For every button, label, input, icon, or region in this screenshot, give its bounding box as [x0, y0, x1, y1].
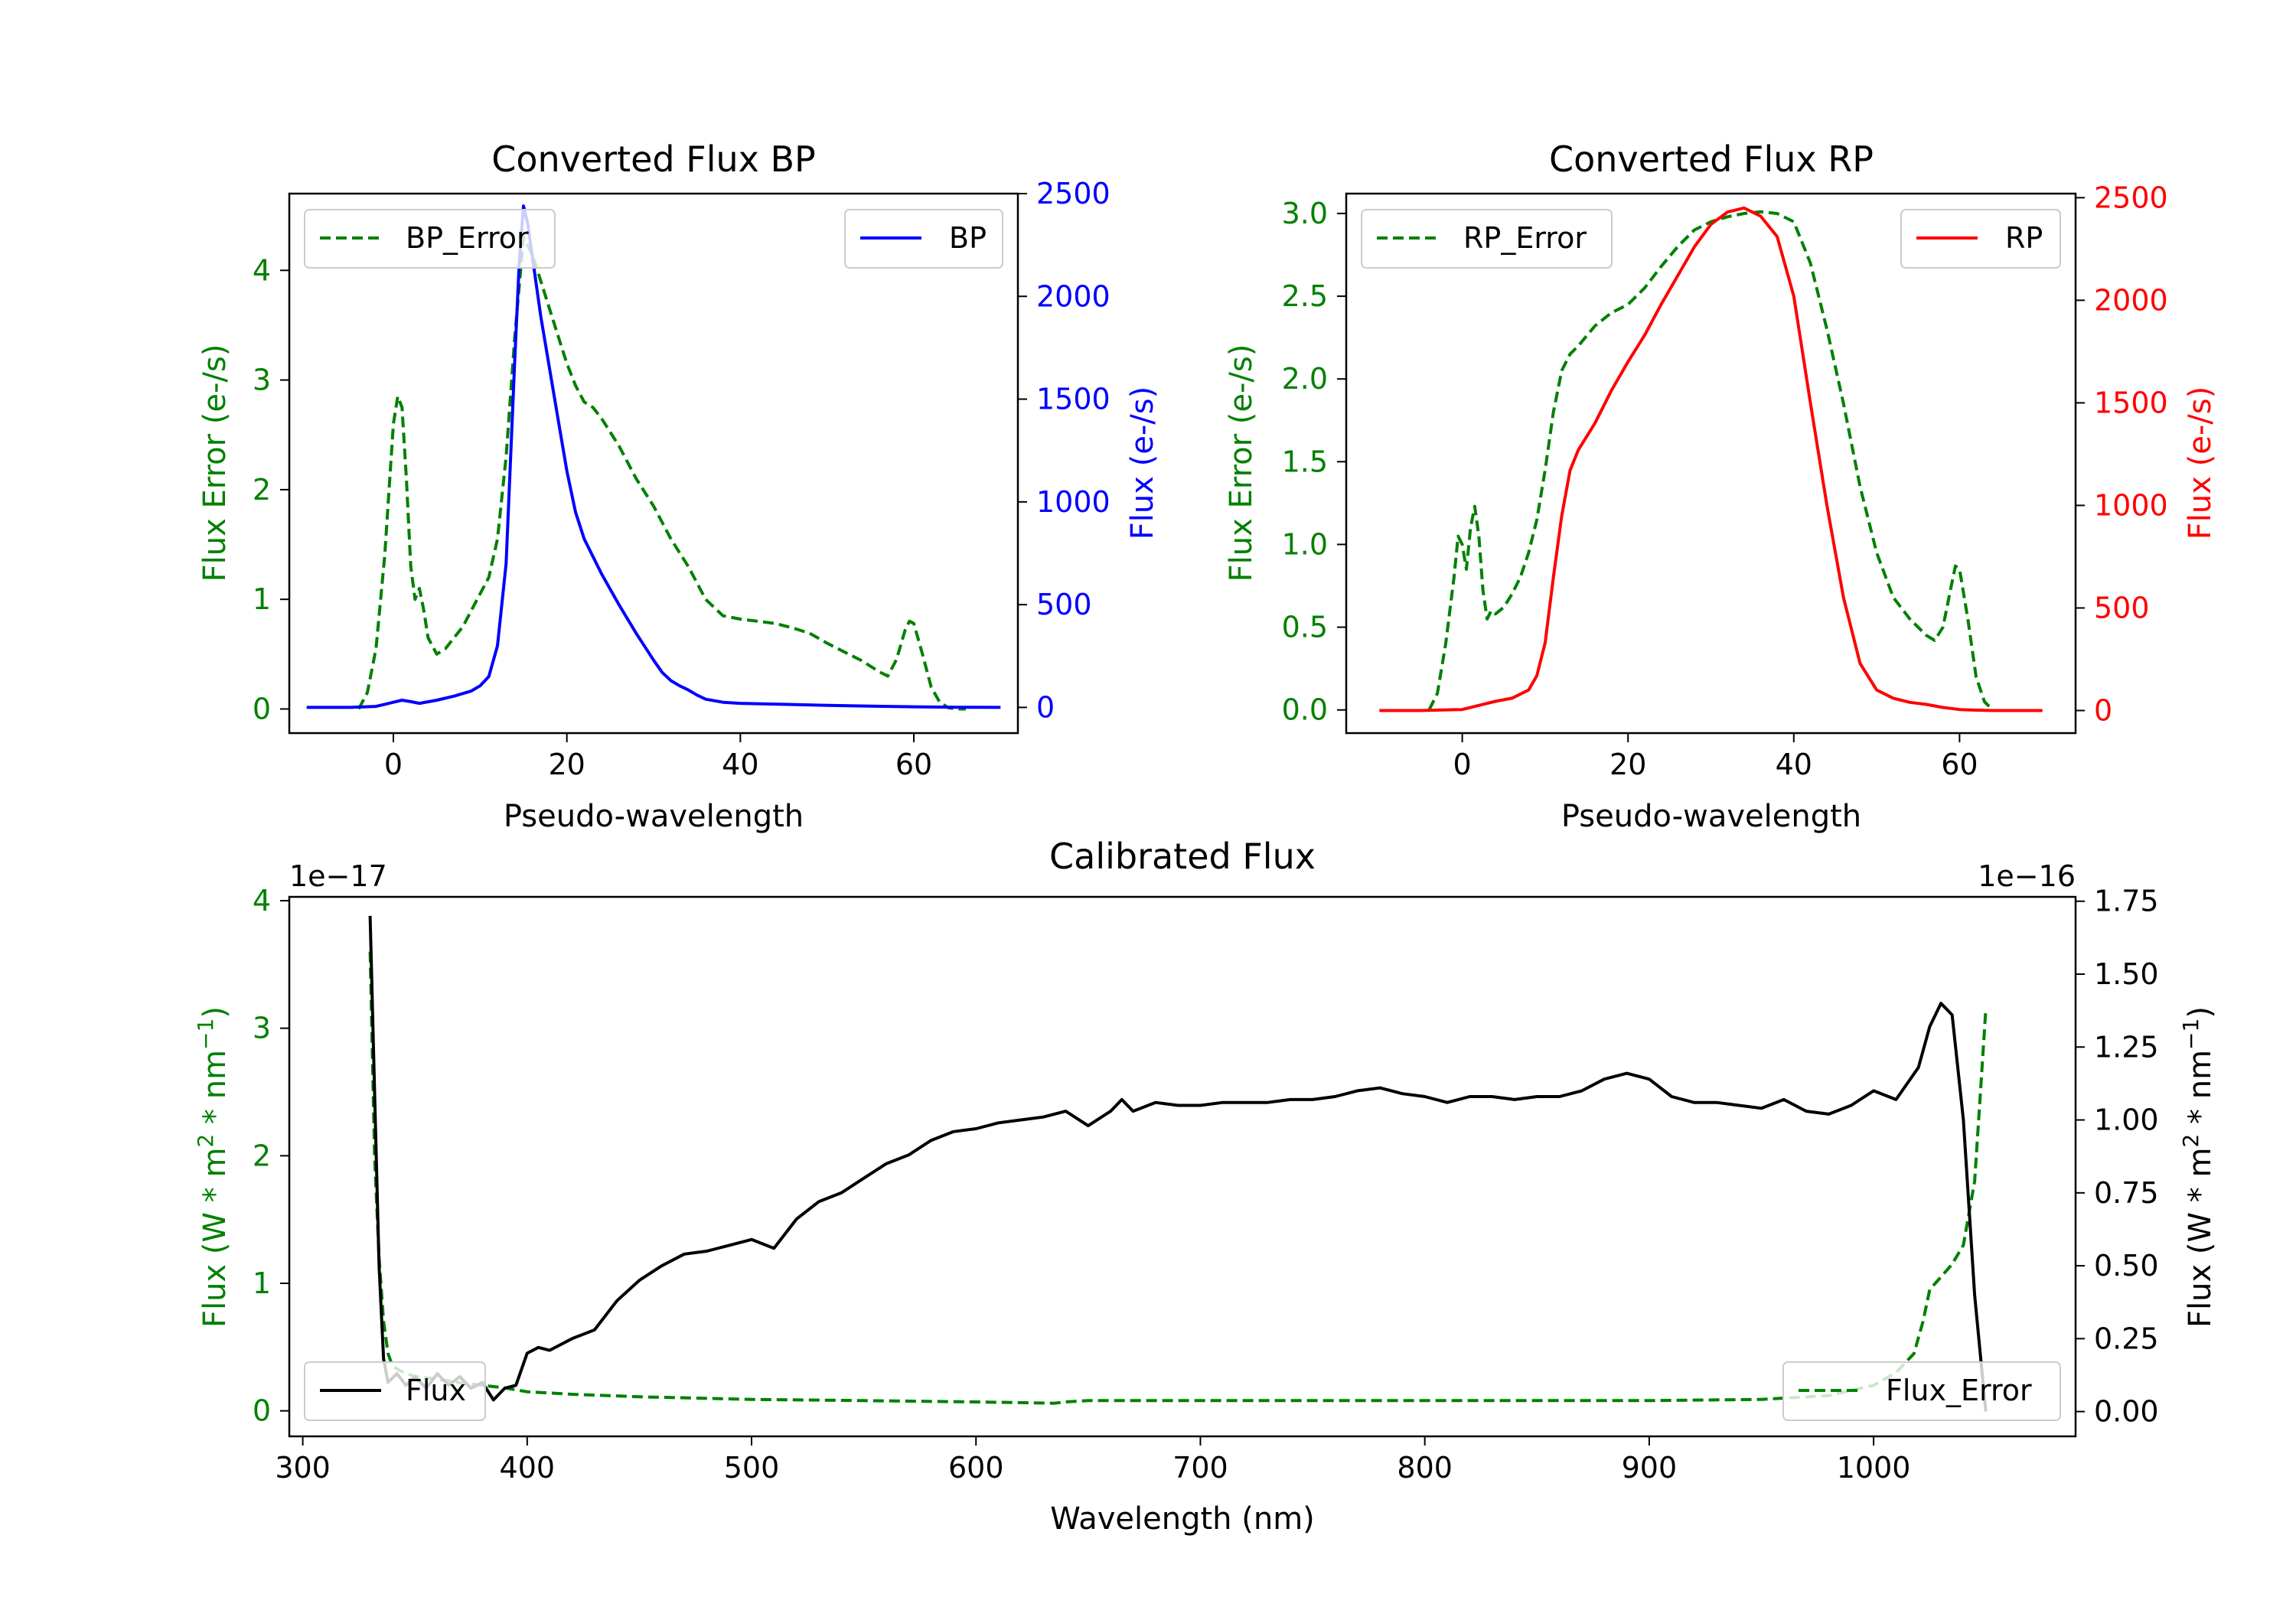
rp-ytick-left-label: 2.5	[1282, 279, 1328, 313]
cal-ytick-left-label: 1	[253, 1266, 271, 1300]
rp-ylabel-left: Flux Error (e-/s)	[1224, 344, 1259, 582]
cal-ytick-right-label: 0.00	[2094, 1395, 2159, 1429]
bp-xtick-label: 0	[384, 748, 403, 781]
rp-series-rp	[1379, 206, 2043, 712]
rp-xtick-label: 20	[1609, 748, 1646, 781]
cal-xtick-label: 800	[1397, 1451, 1453, 1485]
bp-ytick-right-label: 0	[1036, 690, 1055, 724]
cal-ytick-right-label: 1.75	[2094, 885, 2159, 918]
rp-xtick-label: 40	[1776, 748, 1812, 781]
cal-ylabel-left: Flux (W * m2 * nm−1)	[193, 1006, 233, 1328]
rp-ytick-right-label: 500	[2094, 591, 2150, 624]
bp-legend-label: BP	[949, 221, 987, 255]
cal-ytick-right-label: 0.75	[2094, 1176, 2159, 1210]
bp-xtick-label: 40	[722, 748, 758, 781]
cal-ytick-right-label: 1.25	[2094, 1030, 2159, 1064]
rp-xtick-label: 60	[1941, 748, 1978, 781]
cal-series-layer	[368, 915, 1988, 1412]
rp-ticks-layer: 0 20 40 60 0.0 0.5 1.0 1.5 2.0 2.5 3.0 0 500 1000 1500…	[1282, 181, 2168, 781]
cal-xlabel: Wavelength (nm)	[1050, 1501, 1315, 1537]
cal-ytick-left-label: 0	[253, 1394, 271, 1428]
cal-ytick-left-label: 4	[253, 884, 271, 918]
cal-ytick-right-label: 1.00	[2094, 1103, 2159, 1137]
bp-ytick-left-label: 3	[253, 363, 271, 397]
cal-xtick-label: 500	[724, 1451, 780, 1485]
bp-series-layer	[306, 204, 1001, 711]
rp-ylabel-right: Flux (e-/s)	[2183, 386, 2218, 539]
bp-ytick-right-label: 2500	[1036, 177, 1110, 210]
cal-xtick-label: 700	[1172, 1451, 1228, 1485]
bp-series-bp-error	[357, 236, 966, 711]
cal-legend-flux-label: Flux	[406, 1374, 466, 1407]
rp-series-rp-error	[1427, 210, 1994, 712]
rp-ytick-right-label: 2000	[2094, 283, 2168, 317]
rp-plot-frame	[1345, 192, 2077, 735]
cal-xtick-label: 600	[948, 1451, 1004, 1485]
cal-xtick-label: 1000	[1837, 1451, 1911, 1485]
bp-ytick-right-label: 500	[1036, 588, 1092, 621]
bp-ytick-left-label: 4	[253, 253, 271, 287]
rp-ytick-right-label: 0	[2094, 694, 2112, 728]
rp-legend-right: RP	[1900, 209, 2061, 269]
bp-panel: Converted Flux BP 0 20 40 60012340500100015…	[197, 139, 1160, 834]
bp-xlabel: Pseudo-wavelength	[504, 799, 804, 834]
rp-ytick-left-label: 0.0	[1282, 693, 1328, 727]
cal-ytick-left-label: 3	[253, 1012, 271, 1045]
cal-ytick-left-label: 2	[253, 1139, 271, 1172]
rp-series-layer	[1379, 206, 2043, 712]
bp-ytick-left-label: 2	[253, 473, 271, 507]
cal-xtick-label: 300	[275, 1451, 331, 1485]
cal-title: Calibrated Flux	[1049, 836, 1316, 877]
cal-legend-error-label: Flux_Error	[1886, 1374, 2032, 1407]
bp-legend-error-label: BP_Error	[406, 221, 529, 255]
bp-xtick-label: 20	[548, 748, 585, 781]
bp-title: Converted Flux BP	[491, 139, 816, 180]
cal-ytick-right-label: 0.25	[2094, 1322, 2159, 1355]
rp-xlabel: Pseudo-wavelength	[1561, 799, 1861, 834]
bp-plot-frame	[288, 192, 1019, 735]
cal-xtick-label: 400	[500, 1451, 556, 1485]
cal-plot-frame	[288, 895, 2077, 1438]
bp-ytick-right-label: 1000	[1036, 485, 1110, 519]
cal-legend-right: Flux_Error	[1782, 1361, 2061, 1421]
rp-ytick-left-label: 1.5	[1282, 445, 1328, 478]
bp-ytick-right-label: 2000	[1036, 279, 1110, 313]
rp-title: Converted Flux RP	[1549, 139, 1874, 180]
rp-xtick-label: 0	[1453, 748, 1472, 781]
rp-ytick-left-label: 0.5	[1282, 611, 1328, 644]
cal-ytick-right-label: 1.50	[2094, 957, 2159, 991]
cal-ylabel-right: Flux (W * m2 * nm−1)	[2178, 1006, 2219, 1328]
calibrated-panel: Calibrated Flux 1e−17 1e−16 300 400 500 600…	[193, 836, 2219, 1537]
rp-ytick-left-label: 3.0	[1282, 197, 1328, 230]
bp-legend-right: BP	[844, 209, 1003, 269]
cal-series-flux	[368, 915, 1988, 1412]
bp-series-bp	[306, 204, 1001, 709]
rp-legend-label: RP	[2005, 221, 2043, 255]
cal-xtick-label: 900	[1622, 1451, 1678, 1485]
rp-ytick-left-label: 2.0	[1282, 362, 1328, 396]
rp-legend-error-label: RP_Error	[1463, 221, 1587, 255]
rp-ytick-right-label: 1500	[2094, 386, 2168, 419]
rp-ytick-left-label: 1.0	[1282, 527, 1328, 561]
cal-offset-left: 1e−17	[289, 859, 387, 893]
rp-ytick-right-label: 2500	[2094, 181, 2168, 214]
bp-ytick-left-label: 1	[253, 582, 271, 616]
cal-ytick-right-label: 0.50	[2094, 1249, 2159, 1283]
rp-panel: Converted Flux RP 0 20 40 60 0.0 0.5 1.0 1.5 2.0…	[1224, 139, 2218, 834]
bp-ylabel-right: Flux (e-/s)	[1125, 386, 1160, 539]
cal-ticks-layer: 300 400 500 600 700 800 900 1000 0 1 2 3 4 0.00 0.25 0.…	[253, 884, 2159, 1485]
bp-xtick-label: 60	[895, 748, 932, 781]
bp-ylabel-left: Flux Error (e-/s)	[197, 344, 233, 582]
rp-ytick-right-label: 1000	[2094, 488, 2168, 522]
cal-offset-right: 1e−16	[1978, 859, 2076, 893]
rp-legend-left: RP_Error	[1361, 209, 1613, 269]
bp-ytick-right-label: 1500	[1036, 383, 1110, 416]
cal-series-flux-error	[368, 951, 1988, 1405]
cal-legend-left: Flux	[304, 1361, 486, 1421]
bp-legend-left: BP_Error	[304, 209, 556, 269]
bp-ytick-left-label: 0	[253, 692, 271, 725]
